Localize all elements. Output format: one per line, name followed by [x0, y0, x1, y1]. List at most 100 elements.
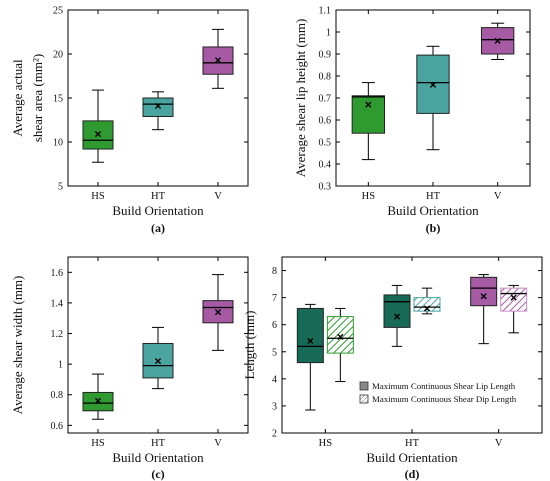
box-dip-v [500, 284, 528, 334]
box-iqr [326, 316, 354, 354]
y-tick-label: 0.9 [319, 50, 332, 61]
mean-marker [94, 397, 102, 404]
box-dip-hs [326, 307, 354, 383]
y-tick-label: 0.4 [319, 160, 332, 171]
box-v [202, 28, 234, 89]
y-axis-label: Average shear width (mm) [10, 276, 25, 415]
y-tick-label: 5 [272, 347, 277, 358]
panel-label: (b) [426, 221, 441, 235]
mean-marker [154, 357, 162, 365]
y-tick-label: 25 [53, 6, 63, 17]
x-category-label: HT [405, 438, 420, 449]
y-tick-label: 1.2 [51, 329, 64, 340]
legend: Maximum Continuous Shear Lip Length Maxim… [359, 381, 517, 404]
mean-marker [307, 337, 314, 345]
box-lip-v [470, 274, 498, 345]
y-tick-label: 0.8 [51, 390, 64, 401]
legend-label: Maximum Continuous Shear Lip Length [372, 381, 516, 391]
box-ht [142, 326, 174, 390]
y-tick-label: 1.4 [51, 298, 64, 309]
y-tick-label: 5 [58, 182, 63, 193]
y-axis-label: Length (mm) [242, 311, 257, 380]
box-hs [82, 373, 114, 420]
box-iqr [470, 276, 498, 307]
box-iqr [296, 307, 324, 364]
mean-marker [337, 333, 344, 340]
x-category-label: HS [91, 191, 105, 202]
box-lip-ht [383, 284, 411, 347]
box-iqr [500, 287, 528, 312]
x-category-label: HS [319, 438, 333, 449]
panel-c: 0.6 0.8 1 1.2 1.4 1.6 HS HT V Build Orientation Av… [10, 256, 249, 481]
panel-label: (c) [151, 467, 164, 481]
x-axis-label: Build Orientation [366, 450, 458, 465]
box-lip-hs [296, 303, 324, 411]
y-tick-label: 15 [53, 94, 63, 105]
mean-marker [393, 313, 401, 320]
y-axis-label: Average actual [10, 59, 25, 137]
y-tick-label: 1.1 [319, 6, 332, 17]
legend-label: Maximum Continuous Shear Dip Length [372, 394, 517, 404]
mean-marker [214, 57, 222, 64]
box-iqr [142, 97, 174, 117]
x-axis-label: Build Orientation [387, 203, 479, 218]
x-category-label: HT [151, 191, 166, 202]
mean-marker [214, 309, 222, 316]
box-v [202, 274, 234, 351]
x-category-label: HS [91, 438, 105, 449]
panel-b: 0.3 0.4 0.5 0.6 0.7 0.8 0.9 1 1.1 HS HT V Build Orie… [293, 6, 531, 235]
x-category-label: V [495, 438, 503, 449]
y-tick-label: 20 [53, 50, 63, 61]
mean-marker [494, 37, 501, 44]
y-tick-label: 0.8 [319, 72, 332, 83]
legend-swatch [359, 394, 369, 404]
panel-label: (a) [151, 221, 165, 235]
box-iqr [413, 297, 441, 312]
mean-marker [154, 102, 162, 110]
mean-marker [94, 130, 102, 138]
y-tick-label: 3 [272, 401, 277, 412]
box-hs [82, 89, 114, 163]
y-tick-label: 0.3 [319, 182, 332, 193]
x-category-label: HT [151, 438, 166, 449]
y-tick-label: 4 [272, 374, 277, 385]
x-category-label: V [214, 191, 222, 202]
y-tick-label: 2 [272, 429, 277, 440]
x-category-label: V [214, 438, 222, 449]
x-category-label: V [494, 191, 502, 202]
y-axis-label: Average shear lip height (mm) [293, 19, 308, 178]
legend-swatch [359, 381, 369, 391]
box-v [481, 22, 515, 60]
x-axis-label: Build Orientation [112, 450, 204, 465]
mean-marker [423, 305, 431, 312]
box-dip-ht [413, 287, 441, 315]
panel-label: (d) [405, 467, 420, 481]
box-iqr [351, 95, 385, 134]
box-iqr [383, 294, 411, 328]
x-axis-label: Build Orientation [112, 203, 204, 218]
box-ht [416, 45, 450, 151]
y-tick-label: 0.6 [319, 116, 332, 127]
y-tick-label: 7 [272, 293, 277, 304]
y-tick-label: 1 [326, 28, 331, 39]
y-tick-label: 6 [272, 320, 277, 331]
mean-marker [365, 101, 372, 108]
y-tick-label: 0.6 [51, 421, 64, 432]
mean-marker [480, 293, 487, 300]
x-category-label: HT [426, 191, 441, 202]
box-hs [351, 82, 385, 161]
y-tick-label: 1 [58, 360, 63, 371]
panel-a: 5 10 15 20 25 HS HT V Build Orientation Average a… [10, 6, 249, 235]
mean-marker [510, 294, 517, 301]
y-tick-label: 8 [272, 266, 277, 277]
x-category-label: HS [362, 191, 376, 202]
y-axis-label: shear area (mm²) [30, 54, 45, 142]
mean-marker [429, 81, 437, 88]
y-tick-label: 10 [53, 138, 63, 149]
y-tick-label: 1.6 [51, 268, 64, 279]
y-tick-label: 0.7 [319, 94, 332, 105]
panel-d: 2 3 4 5 6 7 8 HS HT V Maximum Continuous Shear Lip… [242, 256, 543, 481]
y-tick-label: 0.5 [319, 138, 332, 149]
box-ht [142, 91, 174, 131]
